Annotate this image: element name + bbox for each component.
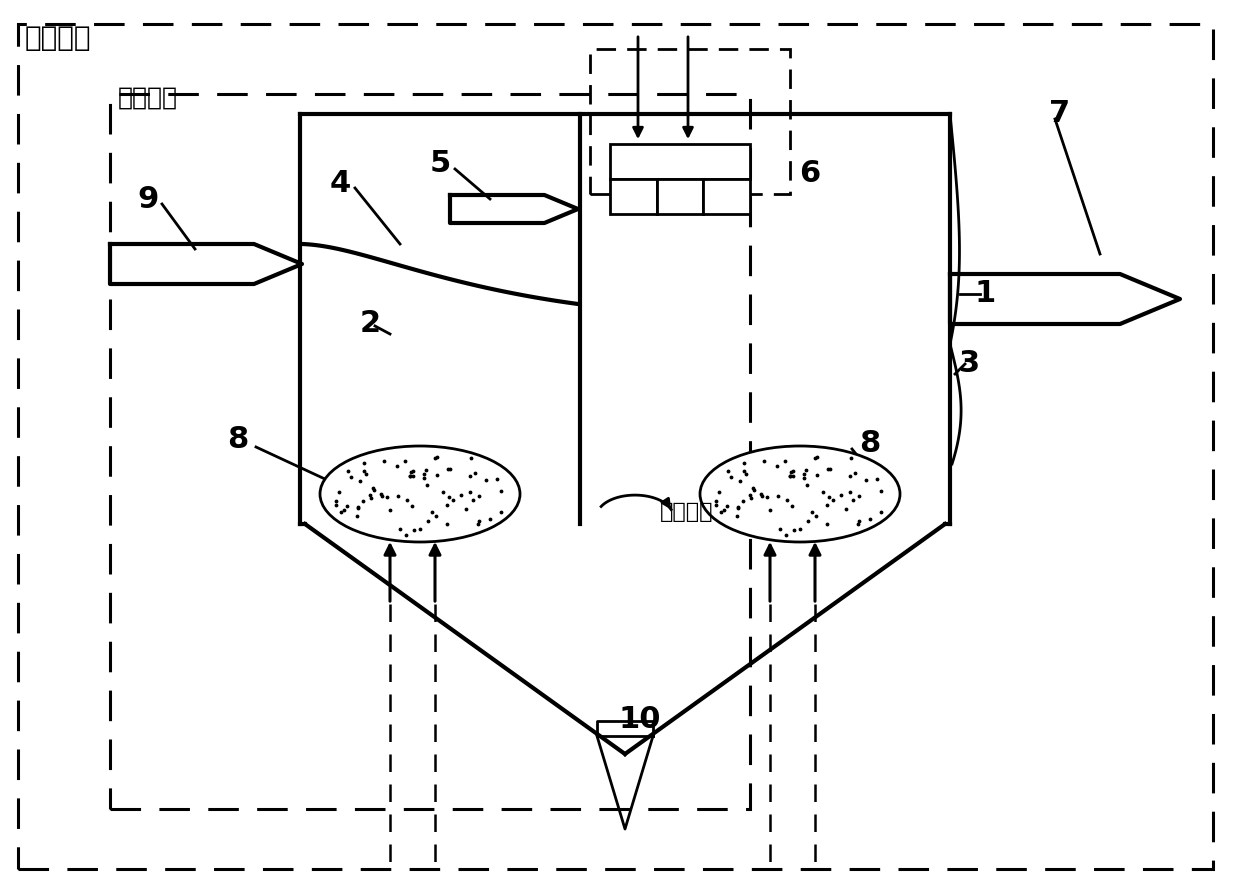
Bar xyxy=(610,144,750,179)
Text: 9: 9 xyxy=(138,184,159,214)
Ellipse shape xyxy=(320,446,520,542)
Text: 参液流向: 参液流向 xyxy=(660,502,713,522)
Bar xyxy=(590,49,790,194)
Bar xyxy=(703,179,750,214)
Text: 6: 6 xyxy=(800,159,821,189)
Text: 8: 8 xyxy=(227,425,249,453)
Text: 2: 2 xyxy=(360,309,381,339)
Text: 5: 5 xyxy=(429,149,450,179)
Text: 3: 3 xyxy=(960,350,981,378)
Text: 可燃气体: 可燃气体 xyxy=(118,86,179,110)
Bar xyxy=(657,179,703,214)
Ellipse shape xyxy=(701,446,900,542)
Bar xyxy=(110,94,750,809)
Text: 1: 1 xyxy=(975,280,996,308)
Text: 7: 7 xyxy=(1049,99,1070,129)
Text: 10: 10 xyxy=(619,704,661,733)
Text: 8: 8 xyxy=(859,429,880,459)
Text: 4: 4 xyxy=(330,170,351,198)
Bar xyxy=(610,179,657,214)
Text: 助燃气体: 助燃气体 xyxy=(25,24,92,52)
